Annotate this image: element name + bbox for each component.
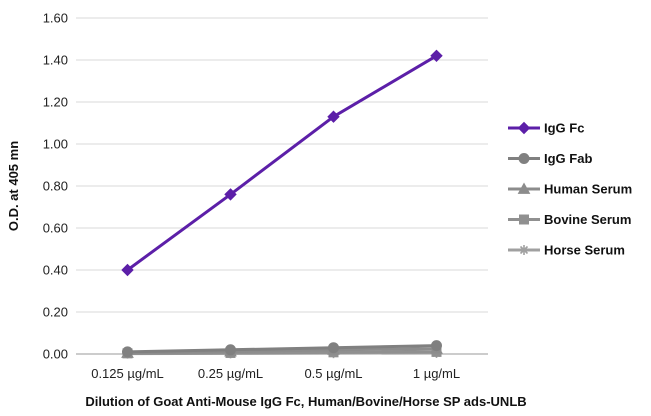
legend-label: Human Serum [544,182,632,197]
x-tick-label: 0.25 µg/mL [198,366,263,381]
legend-marker [517,121,531,135]
data-point [430,49,443,63]
y-tick-label: 0.00 [43,347,68,362]
legend-item: IgG Fab [508,151,592,166]
legend-marker [519,214,529,225]
legend-marker [519,245,529,255]
legend-item: Horse Serum [508,243,625,258]
y-tick-label: 1.20 [43,95,68,110]
x-tick-label: 1 µg/mL [413,366,460,381]
series-igg-fab [122,340,442,358]
legend-marker [517,182,531,194]
y-tick-label: 1.00 [43,137,68,152]
y-axis-title: O.D. at 405 mn [6,141,21,231]
legend-label: Horse Serum [544,243,625,258]
y-tick-label: 0.60 [43,221,68,236]
legend-label: Bovine Serum [544,212,631,227]
y-tick-label: 0.20 [43,305,68,320]
x-axis-title: Dilution of Goat Anti-Mouse IgG Fc, Huma… [85,394,526,409]
data-point [328,342,339,354]
legend-item: Human Serum [508,182,632,197]
y-tick-labels: 0.00 0.20 0.40 0.60 0.80 1.00 1.20 1.40 1.60 [43,11,68,362]
x-tick-labels: 0.125 µg/mL 0.25 µg/mL 0.5 µg/mL 1 µg/mL [91,366,460,381]
data-point [224,188,237,201]
data-point [431,340,442,352]
series-line [127,344,437,354]
legend: IgG Fc IgG Fab Human Serum Bovine Serum Hors… [508,121,632,258]
gridlines [76,17,488,313]
legend-item: IgG Fc [508,121,584,136]
y-tick-label: 1.40 [43,53,68,68]
y-tick-label: 0.80 [43,179,68,194]
series-line [126,54,438,272]
y-tick-label: 1.60 [43,11,68,26]
x-tick-label: 0.125 µg/mL [91,366,164,381]
x-tick-label: 0.5 µg/mL [304,366,362,381]
legend-label: IgG Fc [544,121,584,136]
legend-item: Bovine Serum [508,212,631,227]
data-point [327,110,340,123]
data-point [121,263,134,277]
y-tick-label: 0.40 [43,263,68,278]
legend-marker [518,153,530,164]
data-point [225,344,236,356]
series-group [121,49,443,359]
legend-label: IgG Fab [544,151,592,166]
series-igg-fc [121,49,443,277]
data-point [122,346,133,358]
